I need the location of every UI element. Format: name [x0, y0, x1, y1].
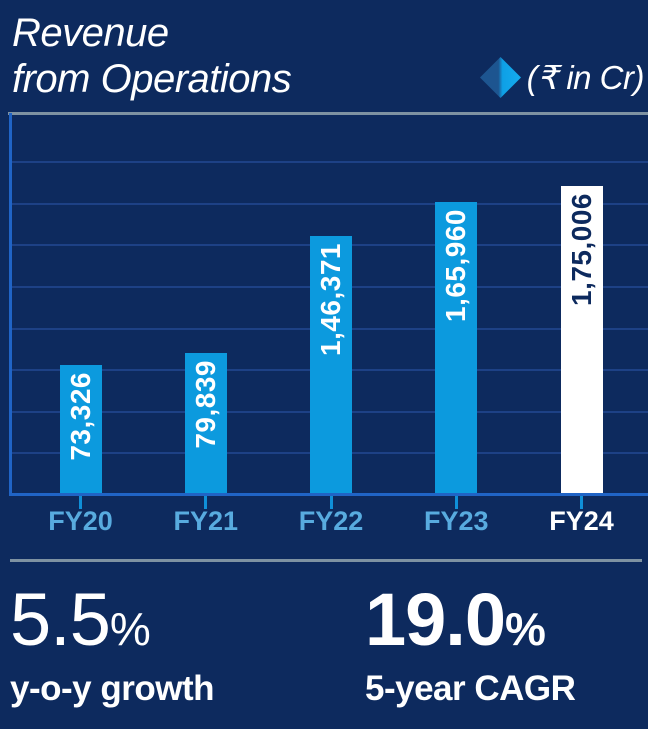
- x-tick: [329, 496, 333, 509]
- gridline: [12, 203, 648, 205]
- bar-value-label: 1,65,960: [440, 209, 472, 322]
- bar-value-label-wrap: 1,75,006: [561, 193, 603, 490]
- x-axis: [9, 493, 648, 496]
- x-axis-label-fy22: FY22: [298, 506, 364, 536]
- bar-fy21: 79,839: [184, 353, 227, 494]
- bar-value-label-wrap: 79,839: [185, 360, 227, 490]
- bar-fy23: 1,65,960: [435, 202, 478, 494]
- x-axis-label-fy20: FY20: [48, 506, 113, 536]
- x-tick: [79, 496, 82, 509]
- percent-sign: %: [109, 603, 151, 655]
- bar-value-label-wrap: 1,46,371: [310, 243, 352, 490]
- separator-line: [10, 559, 642, 562]
- x-tick: [204, 496, 208, 509]
- bar-value-label: 73,326: [64, 372, 96, 461]
- stat-value-line: 19.0%: [365, 583, 575, 657]
- chart-title: Revenue from Operations: [12, 11, 292, 101]
- bar-fy24: 1,75,006: [560, 186, 603, 494]
- stat-5yr-cagr: 19.0% 5-year CAGR: [365, 583, 576, 709]
- x-axis-label-fy23: FY23: [423, 506, 489, 536]
- revenue-bar-chart: 73,326 79,839 1,46,371 1,65,960 1,75,006 FY2…: [8, 112, 648, 536]
- bar-value-label-wrap: 73,326: [60, 372, 102, 490]
- x-tick: [580, 496, 583, 509]
- unit-label: (₹ in Cr): [526, 58, 645, 96]
- bar-fy22: 1,46,371: [310, 236, 352, 494]
- y-axis: [9, 113, 12, 496]
- bar-fy20: 73,326: [59, 365, 102, 494]
- bar-value-label: 1,46,371: [315, 243, 346, 356]
- bar-value-label-wrap: 1,65,960: [435, 209, 477, 490]
- stat-value-line: 5.5%: [10, 583, 214, 657]
- stat-label: y-o-y growth: [10, 669, 214, 708]
- x-axis-label-fy21: FY21: [173, 506, 239, 536]
- percent-sign: %: [505, 603, 546, 655]
- stat-yoy-growth: 5.5% y-o-y growth: [10, 583, 214, 709]
- stat-value: 19.0: [365, 578, 506, 661]
- x-tick: [454, 496, 458, 509]
- x-axis-label-fy24: FY24: [549, 506, 614, 536]
- gridline: [12, 161, 648, 163]
- stat-label: 5-year CAGR: [365, 669, 576, 708]
- bar-value-label: 79,839: [189, 360, 221, 449]
- stat-value: 5.5: [10, 578, 111, 661]
- chart-top-border: [8, 112, 648, 115]
- unit-badge: (₹ in Cr): [479, 56, 645, 98]
- bar-value-label: 1,75,006: [565, 193, 597, 306]
